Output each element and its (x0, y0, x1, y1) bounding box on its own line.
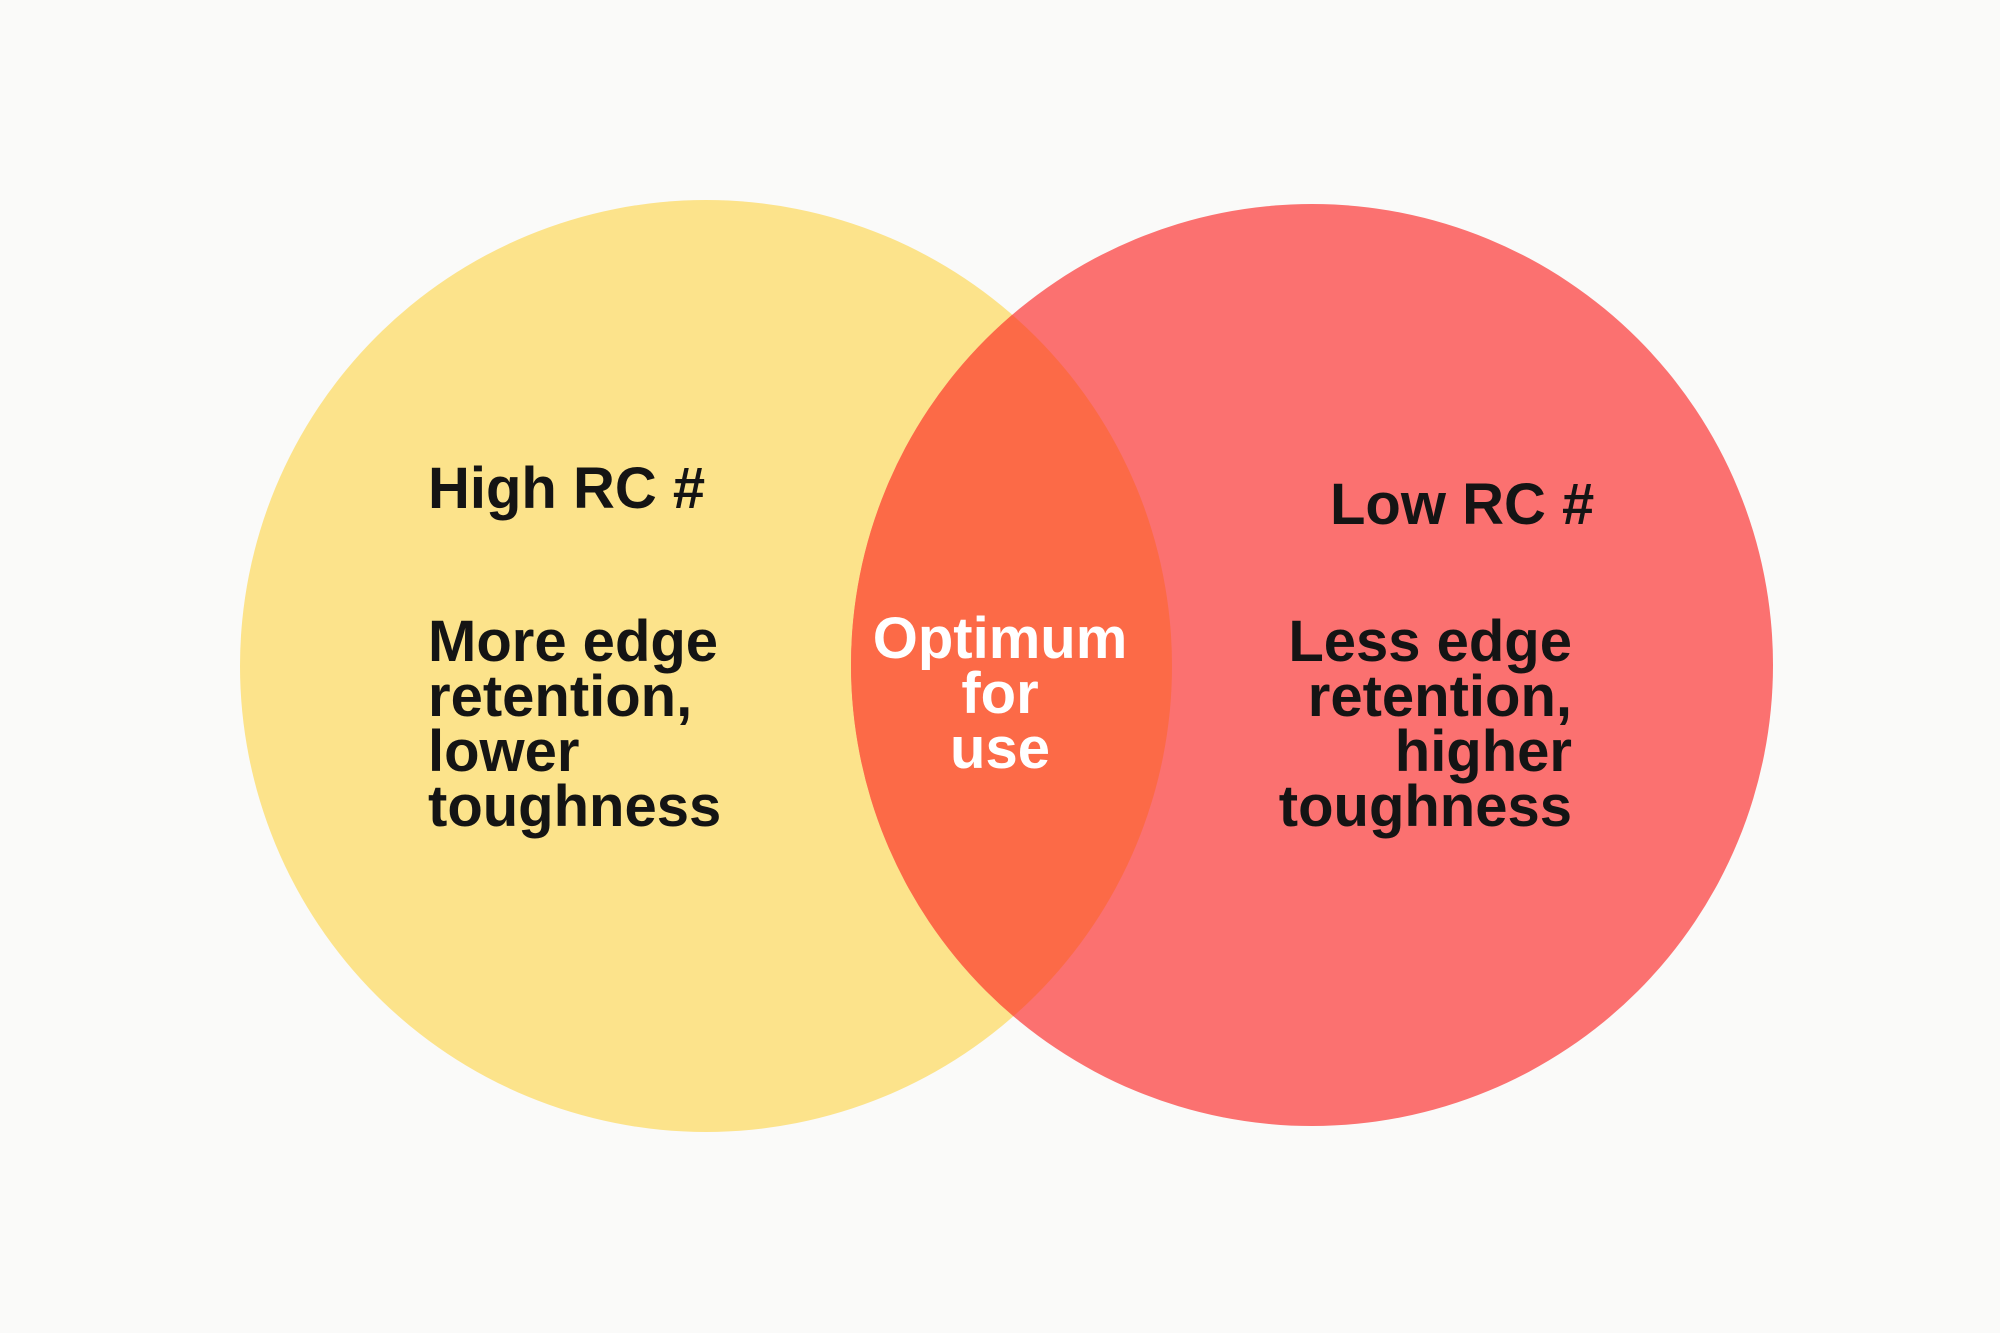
right-circle-description: Less edge retention, higher toughness (1278, 609, 1572, 839)
right-circle-title: Low RC # (1330, 472, 1595, 537)
overlap-region (851, 204, 1172, 1126)
overlap-label: Optimum for use (872, 606, 1128, 781)
left-circle-description: More edge retention, lower toughness (428, 609, 722, 839)
left-circle-title: High RC # (428, 456, 706, 521)
